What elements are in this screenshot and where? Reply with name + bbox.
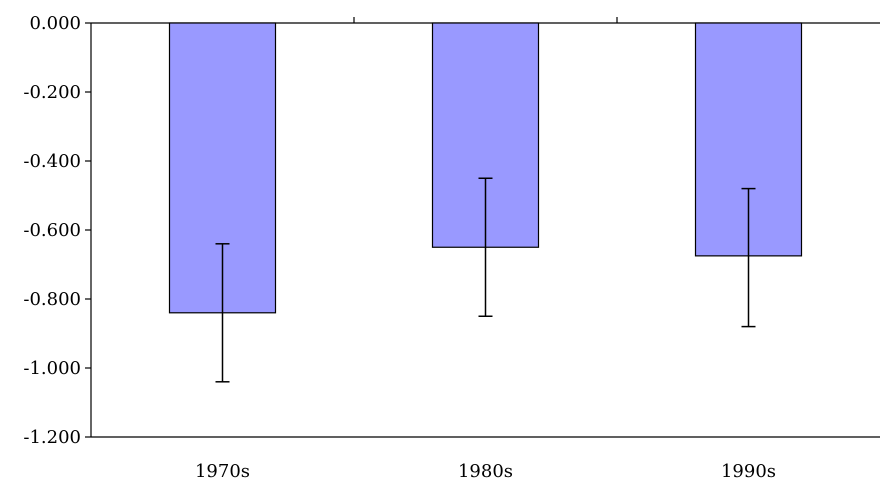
y-tick-label: -0.400 (23, 151, 81, 172)
y-tick-label: -0.600 (23, 220, 81, 241)
y-tick-label: -0.200 (23, 82, 81, 103)
y-tick-label: -1.000 (23, 358, 81, 379)
x-tick-label: 1990s (721, 461, 776, 481)
y-tick-label: -1.200 (23, 427, 81, 448)
x-tick-label: 1970s (195, 461, 250, 481)
y-tick-label: -0.800 (23, 289, 81, 310)
y-axis: 0.000 -0.200 -0.400 -0.600 -0.800 -1.000 -1.20… (23, 13, 92, 448)
error-bars (215, 177, 756, 383)
y-tick-label: 0.000 (29, 13, 81, 34)
x-tick-label: 1980s (458, 461, 513, 481)
